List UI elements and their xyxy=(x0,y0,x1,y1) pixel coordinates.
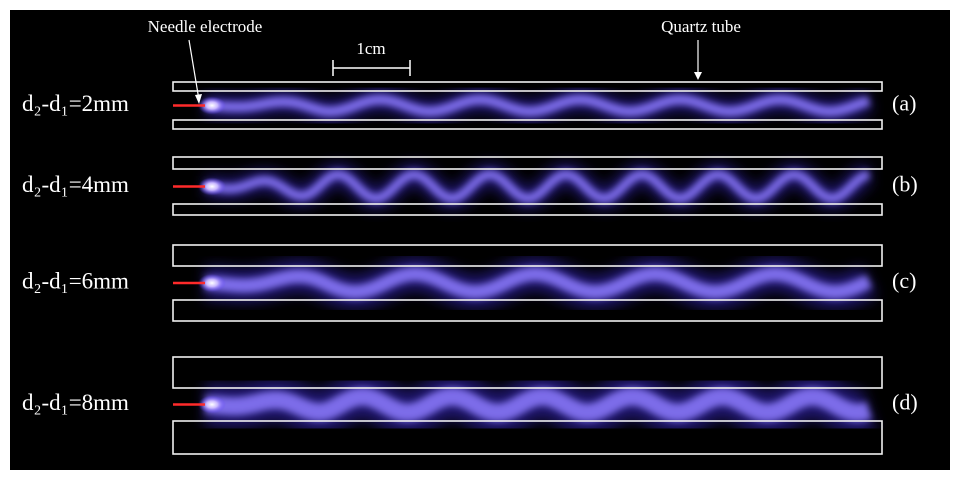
panel-tag: (c) xyxy=(892,268,916,293)
panel: d₂-d₁=8mm (d) xyxy=(22,356,918,455)
needle-spot xyxy=(198,395,226,414)
needle-spot xyxy=(198,96,226,115)
gap-label: d₂-d₁=2mm xyxy=(22,91,129,116)
gap-label: d₂-d₁=4mm xyxy=(22,172,129,197)
gap-label: d₂-d₁=8mm xyxy=(22,390,129,415)
panel-tag: (d) xyxy=(892,390,918,415)
tube-wall xyxy=(172,244,883,267)
needle-arrowhead xyxy=(195,94,202,104)
tube-wall xyxy=(172,299,883,322)
discharge-core xyxy=(204,169,871,204)
tube-arrowhead xyxy=(694,72,702,80)
tube-annotation: Quartz tube xyxy=(661,17,741,36)
needle-spot xyxy=(198,177,226,196)
tube-wall xyxy=(172,156,883,170)
panel: d₂-d₁=2mm (a) xyxy=(22,81,916,130)
gap-label: d₂-d₁=6mm xyxy=(22,268,129,293)
needle-arrow xyxy=(188,39,200,101)
discharge-core xyxy=(204,267,873,299)
needle-spot xyxy=(198,274,226,292)
panel: d₂-d₁=4mm (b) xyxy=(22,156,918,216)
scale-bar xyxy=(332,60,411,76)
discharge-core xyxy=(205,94,871,117)
tube-wall xyxy=(172,203,883,216)
panels: d₂-d₁=2mm (a)d₂-d₁=4mm (b)d₂-d₁=6mm (c)d₂-d… xyxy=(22,81,918,455)
tube-wall xyxy=(172,356,883,389)
panel-tag: (a) xyxy=(892,91,916,116)
tube-wall xyxy=(172,81,883,92)
tube-wall xyxy=(172,420,883,455)
panel-tag: (b) xyxy=(892,172,918,197)
tube-wall xyxy=(172,119,883,130)
scale-label: 1cm xyxy=(356,39,385,58)
panel: d₂-d₁=6mm (c) xyxy=(22,244,916,322)
needle-annotation: Needle electrode xyxy=(148,17,263,36)
discharge-core xyxy=(204,387,872,422)
